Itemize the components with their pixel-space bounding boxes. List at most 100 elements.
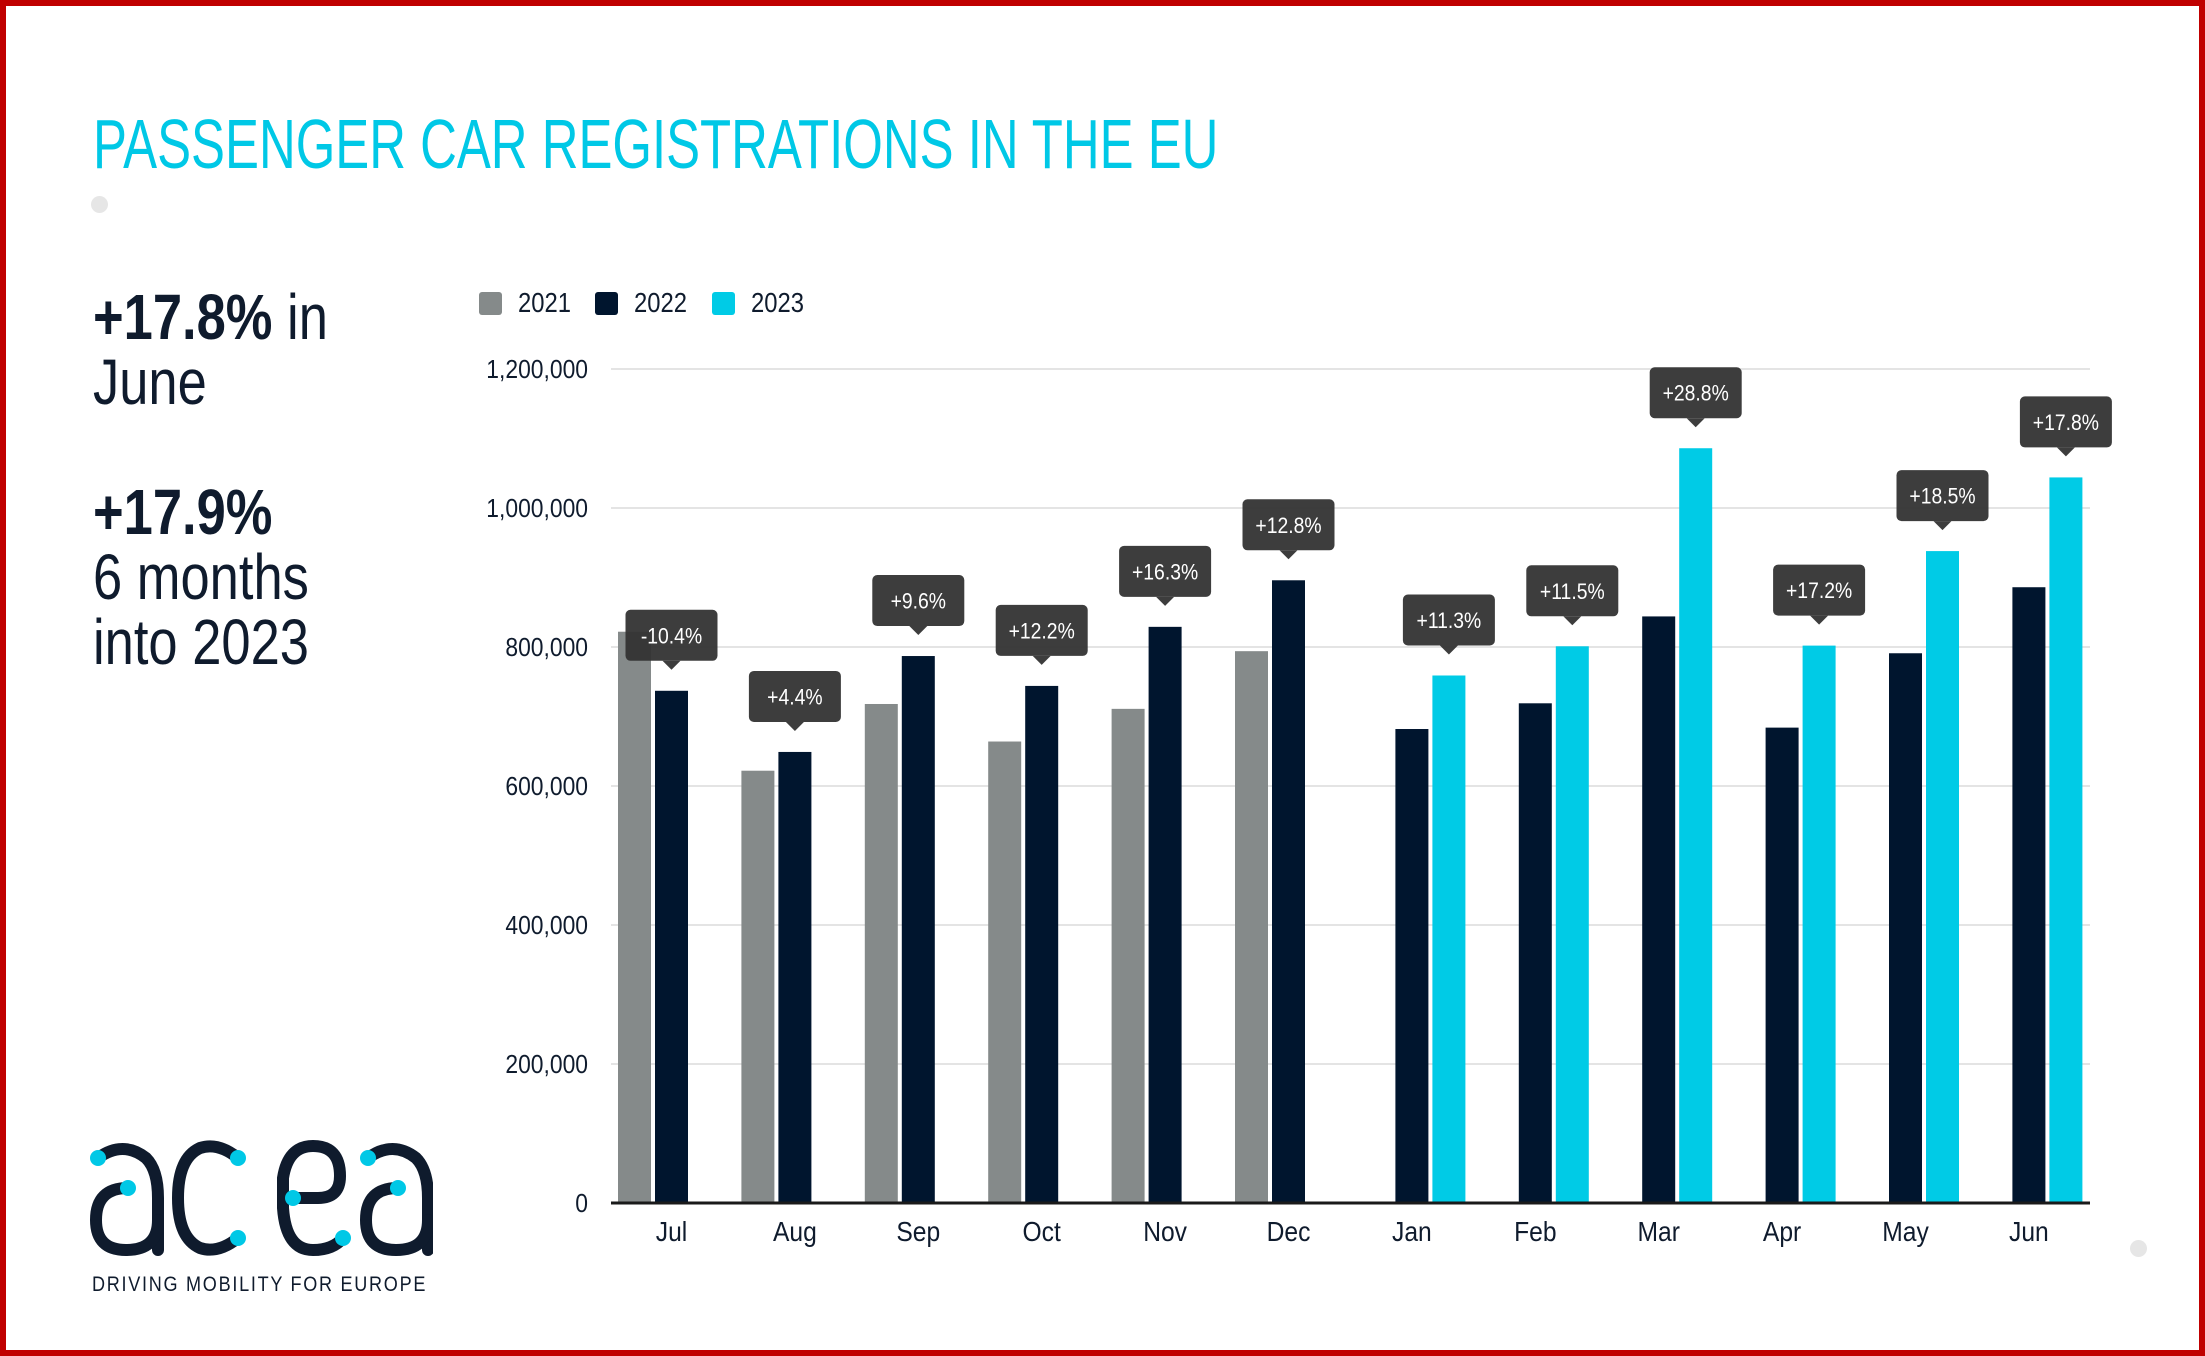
annotation-pointer-icon [909, 626, 928, 636]
highlight-june-suffix: in [272, 281, 328, 353]
annotation-pointer-icon [1279, 550, 1298, 560]
x-tick-label: Mar [1637, 1216, 1680, 1248]
annotation-pointer-icon [662, 660, 681, 670]
bar-2022-feb [1518, 703, 1552, 1203]
annotation-label: +4.4% [767, 685, 822, 709]
x-tick-label: Apr [1763, 1216, 1802, 1248]
bar-2023-mar [1679, 448, 1713, 1204]
bar-2022-may [1889, 653, 1922, 1203]
change-annotation: +17.8% [2019, 396, 2112, 457]
y-tick-label: 0 [575, 1190, 588, 1219]
annotation-label: +12.8% [1255, 514, 1321, 538]
bars [618, 448, 2083, 1204]
annotation-pointer-icon [1933, 521, 1952, 531]
bar-2022-nov [1148, 626, 1182, 1203]
annotation-pointer-icon [2056, 447, 2075, 457]
legend-label-2021: 2021 [518, 287, 571, 318]
y-tick-label: 800,000 [505, 634, 588, 663]
bar-2023-apr [1802, 645, 1836, 1203]
x-tick-label: Dec [1267, 1216, 1311, 1248]
change-annotation: +4.4% [748, 670, 841, 731]
decorative-dot [91, 196, 108, 213]
bar-2021-sep [864, 703, 898, 1203]
y-tick-label: 1,200,000 [486, 356, 588, 385]
x-tick-label: Sep [896, 1216, 940, 1248]
highlight-ytd-line: 6 months [93, 541, 309, 613]
acea-wordmark-icon [89, 1139, 434, 1257]
x-tick-label: May [1882, 1216, 1929, 1248]
annotation-label: +17.2% [1786, 579, 1852, 603]
change-annotation: +11.5% [1526, 565, 1619, 626]
annotation-pointer-icon [1563, 616, 1582, 626]
y-axis-ticks: 0 200,000 400,000 600,000 800,000 1,000,000 1,… [486, 356, 588, 1219]
bar-2021-aug [741, 770, 775, 1203]
bar-2023-feb [1555, 646, 1589, 1203]
annotation-box [1119, 545, 1212, 597]
annotation-label: +18.5% [1909, 484, 1975, 508]
annotation-pointer-icon [1156, 596, 1175, 606]
legend-swatch-2023 [712, 292, 735, 315]
annotation-label: +17.8% [2033, 411, 2099, 435]
highlight-june: +17.8% in June [93, 285, 328, 415]
bar-2023-may [1926, 551, 1959, 1203]
highlight-june-value: +17.8% [93, 281, 273, 353]
annotation-label: +12.2% [1009, 619, 1075, 643]
change-annotation: +16.3% [1119, 545, 1212, 606]
annotation-label: +28.8% [1663, 382, 1729, 406]
change-annotation: +9.6% [872, 575, 965, 636]
change-annotation: -10.4% [625, 609, 718, 670]
x-tick-label: Jan [1392, 1216, 1432, 1248]
x-tick-label: Oct [1023, 1216, 1062, 1248]
bar-2022-apr [1765, 727, 1799, 1203]
bar-2022-dec [1272, 580, 1305, 1203]
x-tick-label: Aug [773, 1216, 817, 1248]
annotation-label: +16.3% [1132, 560, 1198, 584]
bar-2021-nov [1111, 708, 1145, 1203]
annotation-label: -10.4% [641, 624, 702, 648]
highlight-ytd-line: into 2023 [93, 606, 309, 678]
legend-swatch-2021 [479, 292, 502, 315]
bar-2022-sep [901, 656, 935, 1203]
y-tick-label: 200,000 [505, 1051, 588, 1080]
bar-2021-jul [618, 631, 651, 1203]
x-tick-label: Jul [656, 1216, 687, 1248]
annotation-box [1649, 367, 1742, 419]
change-annotation: +18.5% [1896, 470, 1989, 531]
annotation-box [1773, 564, 1866, 616]
bar-2022-jun [2012, 587, 2046, 1203]
bar-2022-aug [778, 751, 812, 1203]
change-annotation: +12.2% [995, 604, 1088, 665]
x-axis-ticks: Jul Aug Sep Oct Nov Dec Jan Feb Mar Apr May Jun [656, 1216, 2049, 1248]
change-annotation: +17.2% [1773, 564, 1866, 625]
legend-swatch-2022 [595, 292, 618, 315]
y-tick-label: 400,000 [505, 912, 588, 941]
annotation-label: +11.3% [1417, 609, 1482, 633]
change-annotation: +11.3% [1402, 594, 1495, 655]
annotation-box [1896, 470, 1989, 522]
annotation-pointer-icon [1686, 418, 1705, 428]
annotation-box [2019, 396, 2112, 448]
bar-2021-dec [1235, 651, 1268, 1203]
annotation-box [995, 604, 1088, 656]
annotation-box [1242, 499, 1335, 551]
bar-2023-jun [2049, 477, 2083, 1203]
change-annotation: +28.8% [1649, 367, 1742, 428]
x-tick-label: Nov [1143, 1216, 1188, 1248]
annotation-box [748, 670, 841, 722]
x-tick-label: Jun [2009, 1216, 2049, 1248]
highlight-june-line: June [93, 346, 207, 418]
annotation-pointer-icon [1439, 645, 1458, 655]
gridlines [611, 368, 2090, 1065]
x-tick-label: Feb [1514, 1216, 1556, 1248]
annotation-pointer-icon [785, 721, 804, 731]
bar-2022-oct [1025, 685, 1059, 1203]
bar-2022-jul [655, 690, 688, 1203]
change-annotation: +12.8% [1242, 499, 1335, 560]
bar-2021-oct [988, 741, 1022, 1203]
decorative-dot [2130, 1240, 2147, 1257]
highlight-ytd-value: +17.9% [93, 476, 273, 548]
annotation-box [625, 609, 718, 661]
y-tick-label: 1,000,000 [486, 495, 588, 524]
acea-logo [88, 1138, 434, 1263]
